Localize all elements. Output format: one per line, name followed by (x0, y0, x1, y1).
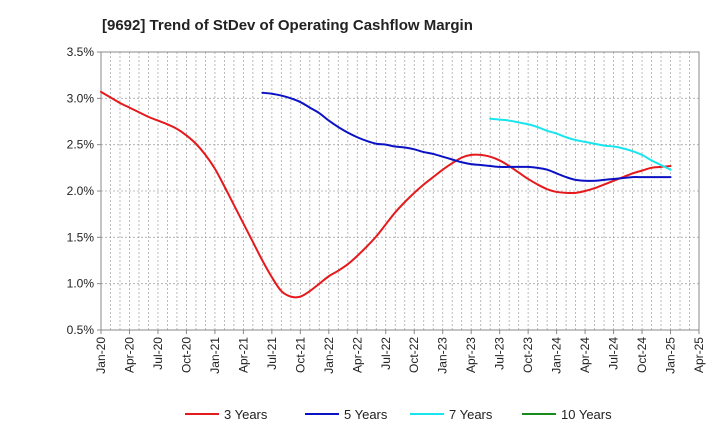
x-tick-label: Apr-23 (464, 337, 478, 373)
x-tick-label: Jan-24 (550, 337, 564, 374)
x-tick-label: Oct-20 (179, 337, 193, 373)
x-tick-label: Apr-20 (122, 337, 136, 373)
series-lines (100, 90, 672, 299)
y-tick-label: 0.5% (67, 323, 95, 337)
legend-label-10-years: 10 Years (561, 407, 612, 422)
x-tick-label: Jul-24 (607, 337, 621, 370)
x-tick-label: Jan-21 (208, 337, 222, 374)
y-tick-label: 3.5% (67, 45, 95, 59)
legend-label-3-years: 3 Years (224, 407, 268, 422)
x-tick-label: Jul-20 (151, 337, 165, 370)
y-tick-label: 1.0% (67, 277, 95, 291)
x-tick-label: Oct-24 (635, 337, 649, 373)
y-tick-label: 3.0% (67, 91, 95, 105)
x-axis: Jan-20 Apr-20 Jul-20 Oct-20 Jan-21 Apr-21 Jul-… (94, 330, 706, 374)
chart-title: [9692] Trend of StDev of Operating Cashf… (102, 17, 473, 34)
grid (100, 51, 700, 331)
series-line-7-years (489, 117, 672, 171)
x-tick-label: Jul-23 (493, 337, 507, 370)
legend-label-7-years: 7 Years (449, 407, 493, 422)
x-tick-label: Apr-25 (692, 337, 706, 373)
legend: 3 Years 5 Years 7 Years 10 Years (185, 407, 612, 422)
y-tick-label: 2.5% (67, 138, 95, 152)
y-tick-label: 2.0% (67, 184, 95, 198)
x-tick-label: Apr-21 (236, 337, 250, 373)
legend-label-5-years: 5 Years (344, 407, 388, 422)
x-tick-label: Oct-22 (407, 337, 421, 373)
x-tick-label: Jan-23 (436, 337, 450, 374)
x-tick-label: Oct-21 (293, 337, 307, 373)
x-tick-label: Jan-22 (322, 337, 336, 374)
x-tick-label: Jul-21 (265, 337, 279, 370)
x-tick-label: Jan-25 (664, 337, 678, 374)
x-tick-label: Apr-24 (578, 337, 592, 373)
series-line-5-years (261, 91, 672, 182)
y-axis: 0.5% 1.0% 1.5% 2.0% 2.5% 3.0% 3.5% (67, 45, 101, 337)
x-tick-label: Apr-22 (350, 337, 364, 373)
series-line-3-years (100, 90, 672, 299)
x-tick-label: Jan-20 (94, 337, 108, 374)
x-tick-label: Jul-22 (379, 337, 393, 370)
x-tick-label: Oct-23 (521, 337, 535, 373)
y-tick-label: 1.5% (67, 230, 95, 244)
